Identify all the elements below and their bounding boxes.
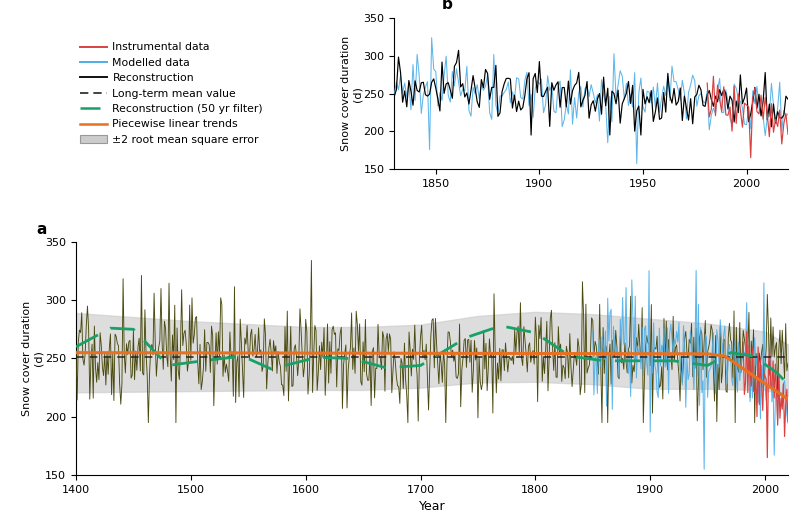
Text: b: b <box>442 0 453 13</box>
Y-axis label: Snow cover duration
(d): Snow cover duration (d) <box>341 36 362 151</box>
Text: a: a <box>37 222 47 237</box>
Legend: Instrumental data, Modelled data, Reconstruction, Long-term mean value, Reconstr: Instrumental data, Modelled data, Recons… <box>75 38 267 149</box>
Y-axis label: Snow cover duration
(d): Snow cover duration (d) <box>22 301 44 416</box>
X-axis label: Year: Year <box>418 500 446 513</box>
